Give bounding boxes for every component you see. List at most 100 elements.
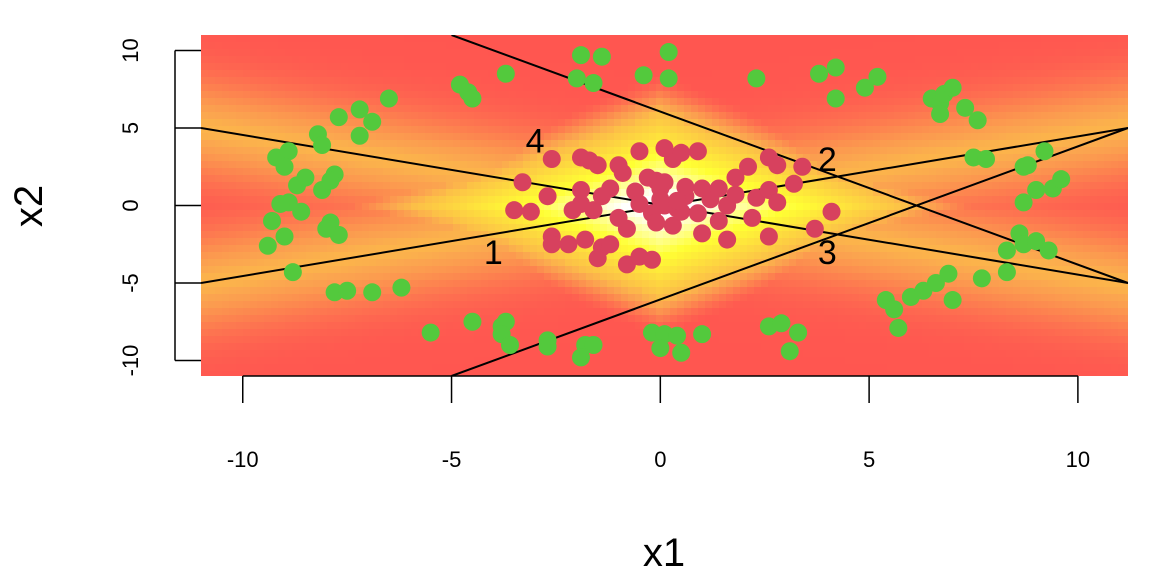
heatmap-cell [712, 294, 719, 301]
heatmap-cell [607, 70, 614, 77]
heatmap-cell [425, 266, 432, 273]
heatmap-cell [537, 364, 544, 371]
heatmap-cell [803, 350, 810, 357]
heatmap-cell [705, 238, 712, 245]
heatmap-cell [523, 112, 530, 119]
heatmap-cell [467, 238, 474, 245]
heatmap-cell [845, 308, 852, 315]
heatmap-cell [719, 245, 726, 252]
heatmap-cell [229, 217, 236, 224]
heatmap-cell [236, 175, 243, 182]
heatmap-cell [306, 364, 313, 371]
heatmap-cell [320, 371, 327, 376]
heatmap-cell [362, 196, 369, 203]
heatmap-cell [768, 35, 775, 42]
heatmap-cell [411, 133, 418, 140]
heatmap-cell [719, 42, 726, 49]
heatmap-cell [565, 147, 572, 154]
heatmap-cell [866, 105, 873, 112]
heatmap-cell [208, 350, 215, 357]
heatmap-cell [775, 336, 782, 343]
heatmap-cell [397, 245, 404, 252]
heatmap-cell [649, 245, 656, 252]
heatmap-cell [768, 140, 775, 147]
heatmap-cell [250, 77, 257, 84]
heatmap-cell [649, 287, 656, 294]
heatmap-cell [740, 336, 747, 343]
heatmap-cell [873, 133, 880, 140]
heatmap-cell [509, 63, 516, 70]
heatmap-cell [586, 259, 593, 266]
heatmap-cell [313, 49, 320, 56]
heatmap-cell [677, 273, 684, 280]
heatmap-cell [460, 147, 467, 154]
heatmap-cell [586, 168, 593, 175]
heatmap-cell [222, 154, 229, 161]
heatmap-cell [502, 154, 509, 161]
heatmap-cell [712, 42, 719, 49]
heatmap-cell [719, 357, 726, 364]
heatmap-cell [341, 301, 348, 308]
heatmap-cell [383, 70, 390, 77]
heatmap-cell [768, 133, 775, 140]
heatmap-cell [327, 357, 334, 364]
heatmap-cell [488, 175, 495, 182]
heatmap-cell [411, 70, 418, 77]
heatmap-cell [901, 266, 908, 273]
heatmap-cell [278, 329, 285, 336]
heatmap-cell [551, 301, 558, 308]
heatmap-cell [495, 287, 502, 294]
heatmap-cell [565, 287, 572, 294]
heatmap-cell [313, 336, 320, 343]
heatmap-cell [502, 238, 509, 245]
heatmap-cell [712, 98, 719, 105]
heatmap-cell [873, 259, 880, 266]
heatmap-cell [565, 280, 572, 287]
heatmap-cell [852, 245, 859, 252]
heatmap-cell [733, 322, 740, 329]
heatmap-cell [397, 217, 404, 224]
heatmap-cell [439, 315, 446, 322]
heatmap-cell [782, 280, 789, 287]
heatmap-cell [320, 119, 327, 126]
heatmap-cell [236, 182, 243, 189]
heatmap-cell [733, 112, 740, 119]
heatmap-cell [887, 210, 894, 217]
heatmap-cell [894, 189, 901, 196]
heatmap-cell [607, 35, 614, 42]
heatmap-cell [453, 259, 460, 266]
heatmap-cell [404, 126, 411, 133]
heatmap-cell [509, 371, 516, 376]
heatmap-cell [649, 231, 656, 238]
heatmap-cell [894, 56, 901, 63]
heatmap-cell [488, 217, 495, 224]
heatmap-cell [810, 357, 817, 364]
heatmap-cell [600, 119, 607, 126]
heatmap-cell [817, 245, 824, 252]
heatmap-cell [369, 315, 376, 322]
heatmap-cell [761, 63, 768, 70]
heatmap-cell [306, 154, 313, 161]
heatmap-cell [460, 245, 467, 252]
heatmap-cell [887, 343, 894, 350]
heatmap-cell [733, 224, 740, 231]
heatmap-cell [432, 175, 439, 182]
heatmap-cell [593, 140, 600, 147]
heatmap-cell [299, 266, 306, 273]
heatmap-cell [803, 126, 810, 133]
heatmap-cell [257, 56, 264, 63]
heatmap-cell [278, 133, 285, 140]
heatmap-cell [796, 126, 803, 133]
heatmap-cell [222, 322, 229, 329]
heatmap-cell [285, 371, 292, 376]
heatmap-cell [621, 343, 628, 350]
heatmap-cell [908, 266, 915, 273]
heatmap-cell [215, 105, 222, 112]
heatmap-cell [607, 154, 614, 161]
heatmap-cell [824, 154, 831, 161]
heatmap-cell [404, 91, 411, 98]
heatmap-cell [873, 329, 880, 336]
heatmap-cell [782, 119, 789, 126]
heatmap-cell [600, 126, 607, 133]
heatmap-cell [446, 245, 453, 252]
